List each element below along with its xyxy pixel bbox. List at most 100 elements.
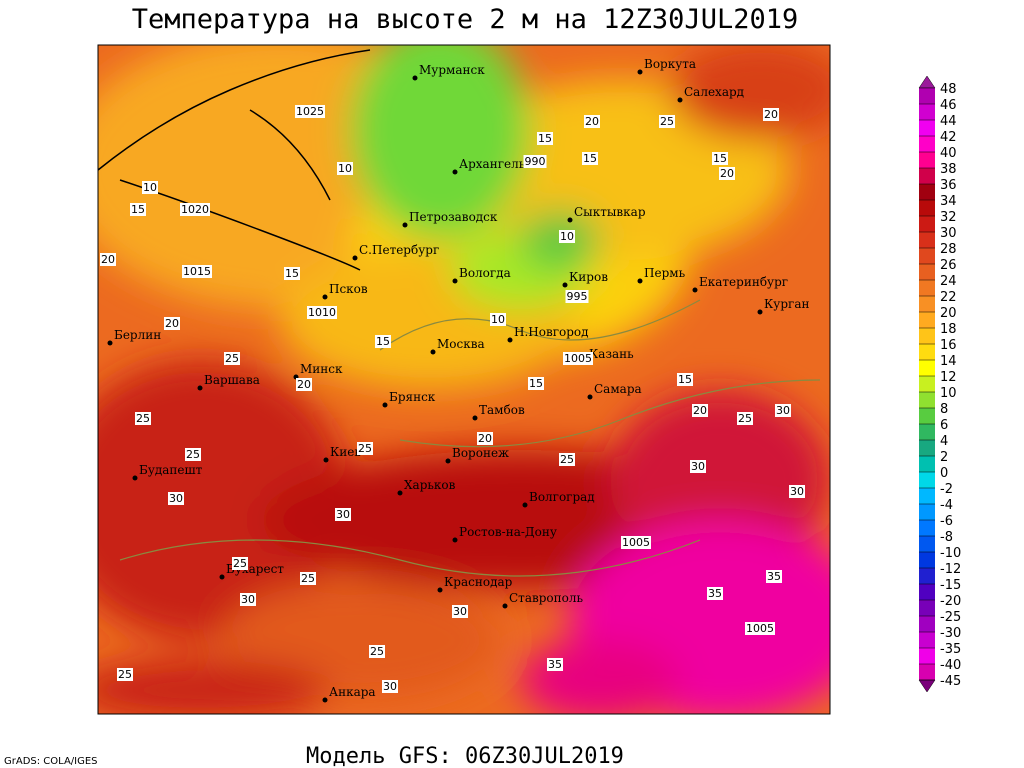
colorbar-label: 14 [940,354,957,369]
contour-label: 15 [583,152,597,165]
colorbar-band [919,552,935,568]
city-label: Анкара [329,685,376,699]
contour-label-box [584,115,600,128]
contour-label-box [375,335,391,348]
city-label: Воркута [644,57,696,71]
contour-label-box [130,203,146,216]
contour-label-box [563,352,593,365]
contour-label-box [477,432,493,445]
colorbar-label: 4 [940,434,948,449]
colorbar-band [919,616,935,632]
contour-label-box [100,253,116,266]
colorbar-label: -45 [940,674,961,689]
city-label: Салехард [684,85,744,99]
colorbar-band [919,408,935,424]
contour-label: 30 [691,460,705,473]
contour-label-box [369,645,385,658]
contour-label-box [357,442,373,455]
contour-label-box [224,352,240,365]
cities: Мурманск Воркута Салехард Архангельск Сыктыв… [107,57,809,703]
contour-label-box [142,181,158,194]
city-dot [562,282,568,288]
contour-label: 20 [165,317,179,330]
contour-labels: 1025102010151010990995100510051005151520… [100,105,805,693]
colorbar-band [919,648,935,664]
colorbar-band [919,456,935,472]
contour-label-box [135,412,151,425]
city-dot [412,75,418,81]
contour-label-box [523,155,547,168]
colorbar-label: 8 [940,402,948,417]
contour-label: 35 [548,658,562,671]
city-dot [437,587,443,593]
colorbar-band [919,392,935,408]
city-label: Москва [437,337,485,351]
map-field [98,45,830,714]
city-label: Берлин [114,328,161,342]
contour-label-box [164,317,180,330]
colorbar-label: -6 [940,514,953,529]
colorbar-band [919,632,935,648]
city-label: С.Петербург [359,243,439,257]
city-label: Минск [300,362,343,376]
contour-label: 30 [453,605,467,618]
colorbar-band [919,200,935,216]
contour-label: 10 [338,162,352,175]
colorbar-label: 36 [940,178,957,193]
colorbar-label: 48 [940,82,957,97]
city-label: Варшава [204,373,260,387]
contour-label-box [452,605,468,618]
city-dot [322,294,328,300]
city-dot [323,457,329,463]
contour-label-box [559,453,575,466]
colorbar-band [919,568,935,584]
contour-label: 995 [567,290,588,303]
colorbar-label: 10 [940,386,957,401]
colorbar-band [919,440,935,456]
contour-label: 25 [301,572,315,585]
colorbar-label: 22 [940,290,957,305]
contour-label-box [775,404,791,417]
colorbar-label: 46 [940,98,957,113]
contour-label-box [180,203,210,216]
city-dot [757,309,763,315]
contour-label: 1005 [564,352,592,365]
contour-label: 20 [764,108,778,121]
colorbar-band [919,136,935,152]
contour-label: 25 [660,115,674,128]
city-dot [502,603,508,609]
city-label: Волгоград [529,490,595,504]
city-dot [522,502,528,508]
contour-label-box [337,162,353,175]
city-label: Архангельск [459,157,540,171]
city-dot [452,537,458,543]
colorbar-band [919,248,935,264]
city-label: Киров [569,270,608,284]
subtitle: Модель GFS: 06Z30JUL2019 [306,744,624,768]
colorbar-band [919,664,935,680]
colorbar-band [919,344,935,360]
city-label: Н.Новгород [514,325,589,339]
contour-label-box [182,265,212,278]
credit: GrADS: COLA/IGES [4,756,98,767]
city-label: Казань [589,347,634,361]
city-label: Курган [764,297,809,311]
contour-label-box [707,587,723,600]
city-label: Брянск [389,390,436,404]
contour-label: 10 [491,313,505,326]
colorbar-label: 24 [940,274,957,289]
contour-label-box [766,570,782,583]
contour-label: 25 [136,412,150,425]
colorbar-label: -15 [940,578,961,593]
city-label: Екатеринбург [699,275,788,289]
contour-label-box [659,115,675,128]
colorbar-band [919,600,935,616]
city-label: Сыктывкар [574,205,646,219]
contour-label-box [565,290,589,303]
colorbar-band [919,424,935,440]
colorbar-band [919,232,935,248]
colorbar-label: 20 [940,306,957,321]
colorbar-label: 32 [940,210,957,225]
colorbar-band [919,536,935,552]
